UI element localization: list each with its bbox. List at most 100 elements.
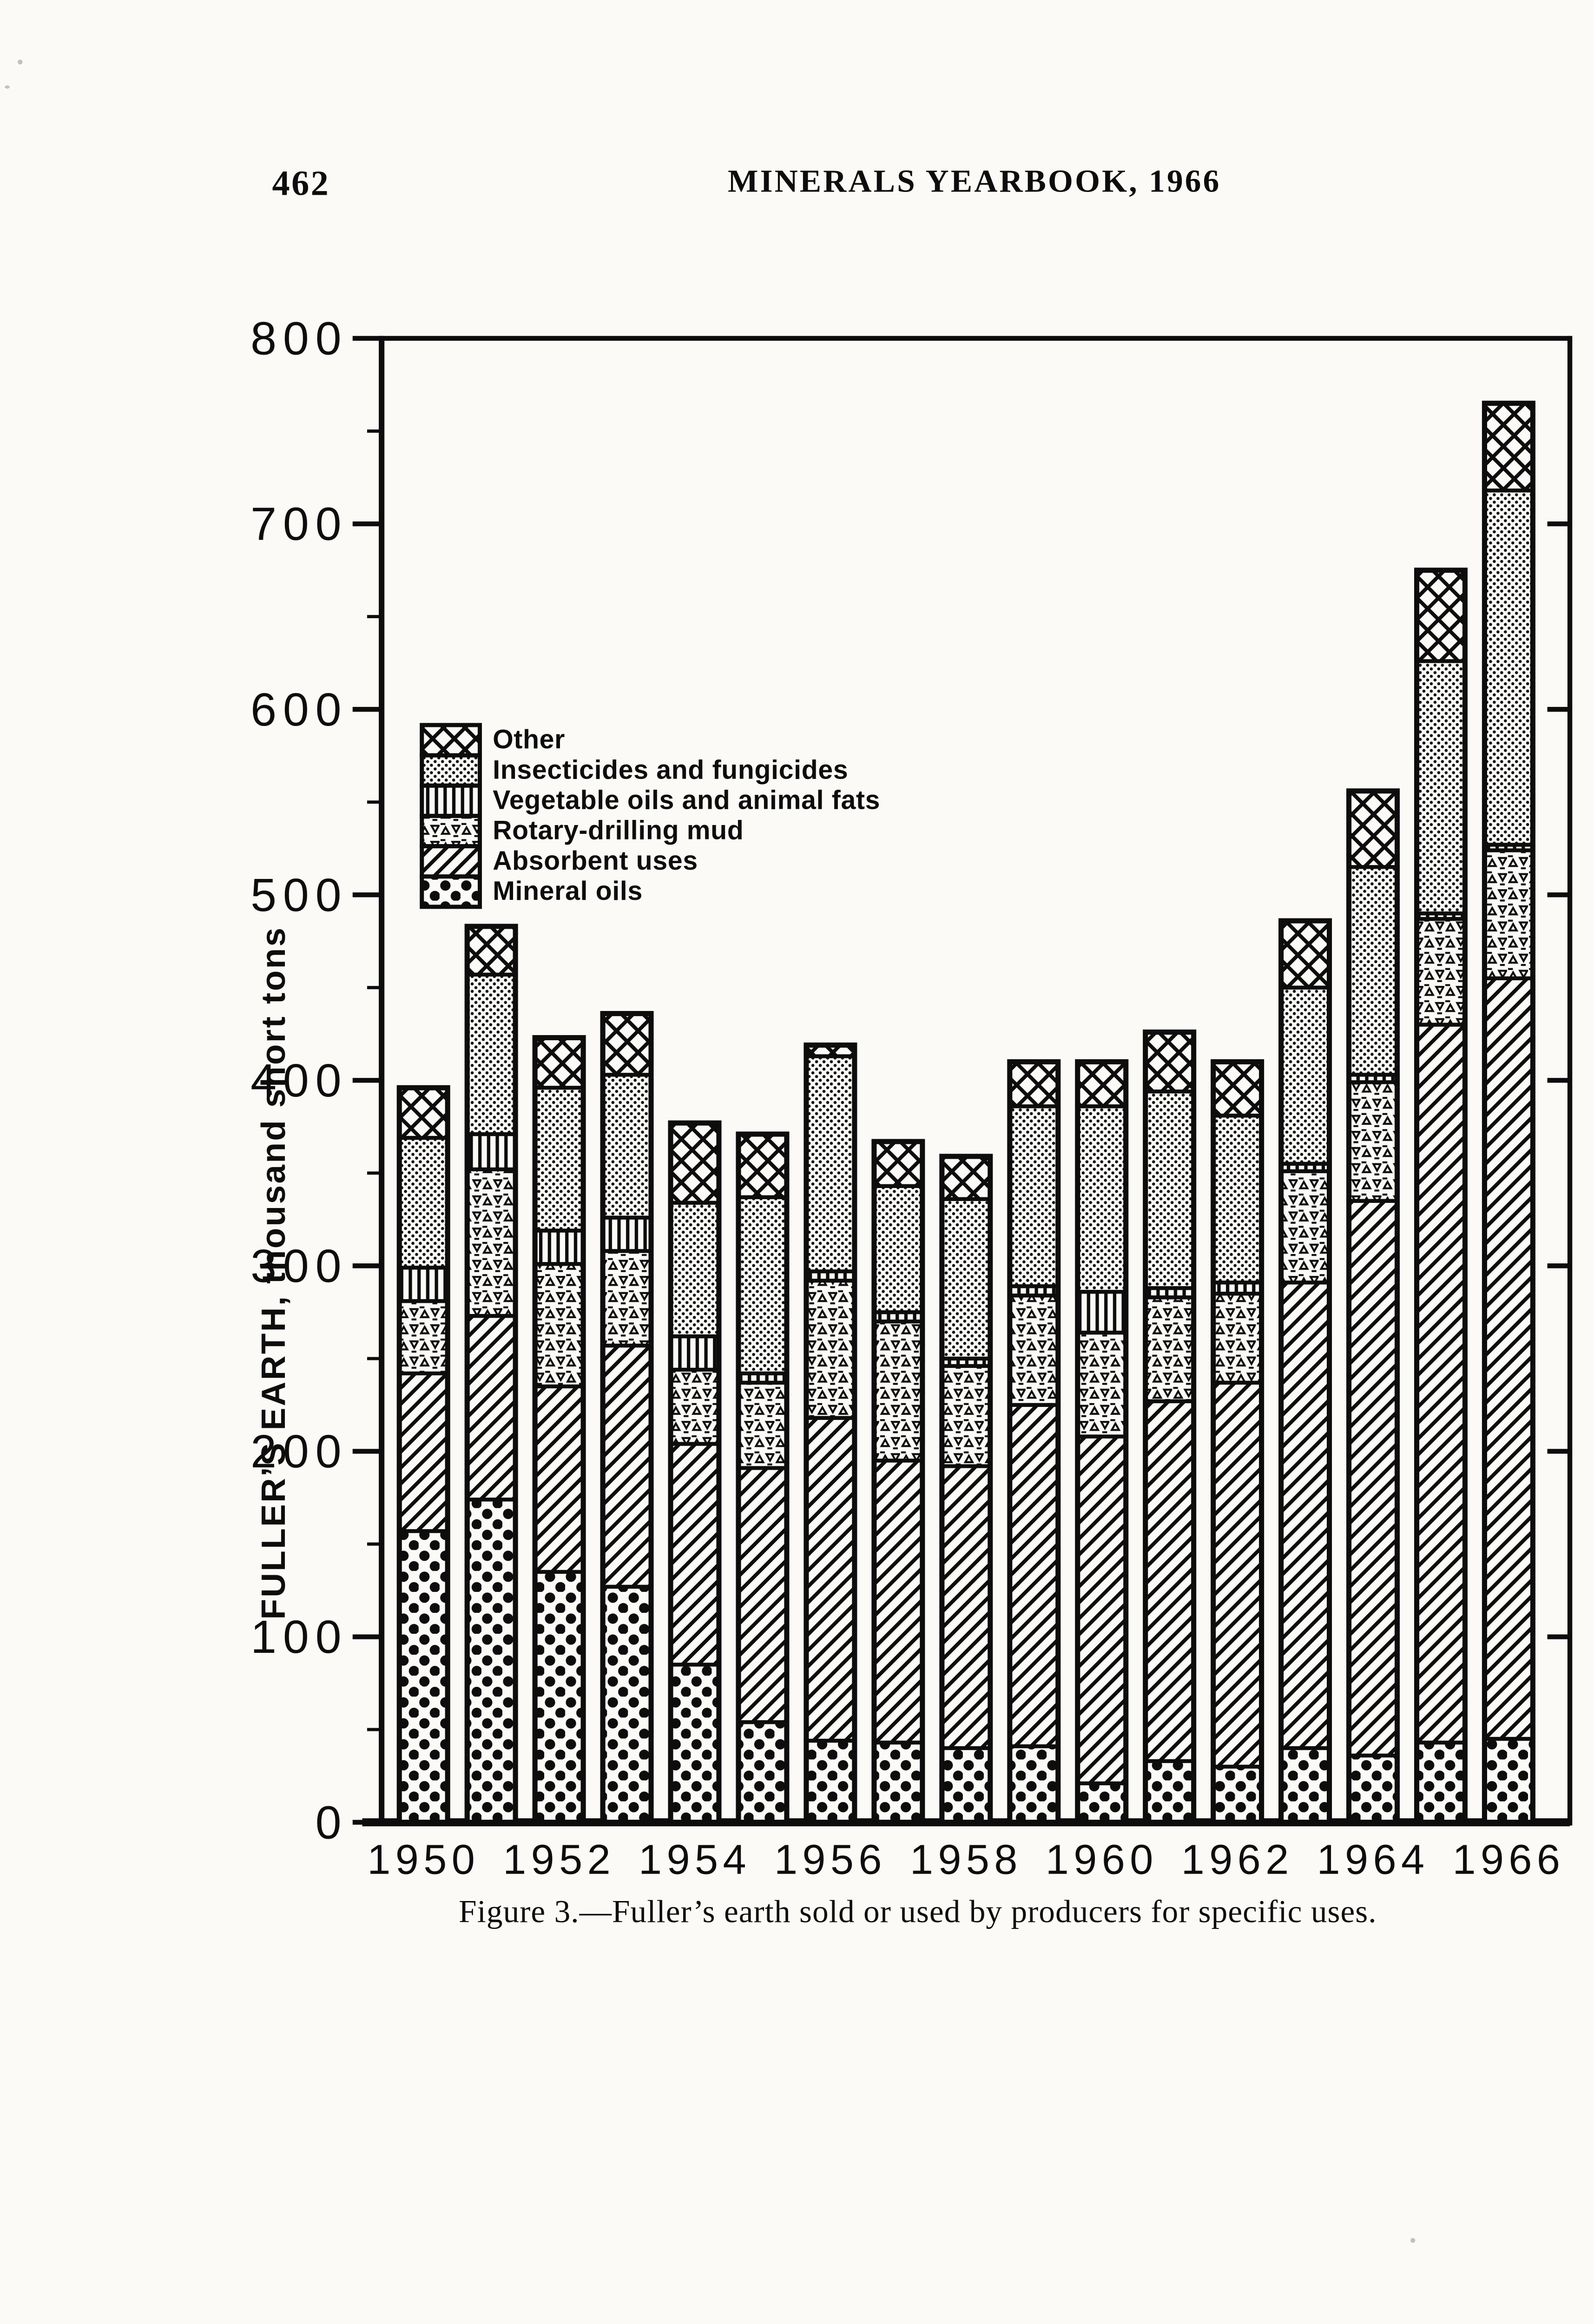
bar-1952-insecticides-and-fungicides: [533, 1086, 586, 1233]
bar-1958-other: [940, 1154, 992, 1201]
bar-1958-mineral-oils: [940, 1746, 992, 1824]
y-tick-label: 400: [250, 1055, 348, 1107]
x-tick-label: 1950: [367, 1836, 480, 1883]
figure-caption: Figure 3.—Fuller’s earth sold or used by…: [459, 1895, 1377, 1930]
bar-1955-absorbent-uses: [736, 1466, 789, 1724]
bar-1964-mineral-oils: [1347, 1753, 1399, 1824]
bar-1960-other: [1075, 1060, 1128, 1109]
bar-1957-outline: [871, 1139, 925, 1825]
bar-1950-outline: [396, 1085, 450, 1825]
bar-1951-vegetable-oils-and-animal-fats: [465, 1132, 518, 1172]
bar-1950-vegetable-oils-and-animal-fats: [397, 1266, 450, 1303]
legend-label-other: Other: [493, 725, 565, 754]
bar-1960-outline: [1075, 1059, 1129, 1825]
bar-1965-outline: [1414, 568, 1468, 1825]
bar-1966-insecticides-and-fungicides: [1482, 489, 1535, 847]
legend-swatch-other: [420, 723, 482, 758]
x-tick-label: 1952: [503, 1836, 615, 1883]
y-tick-label: 700: [250, 498, 348, 550]
legend-swatch-absorbent-uses: [420, 844, 482, 879]
bar-1961-absorbent-uses: [1143, 1399, 1196, 1763]
bar-1959-insecticides-and-fungicides: [1008, 1104, 1060, 1288]
bar-1964-insecticides-and-fungicides: [1347, 865, 1399, 1077]
bar-1958-insecticides-and-fungicides: [940, 1197, 992, 1361]
bar-1965-other: [1415, 568, 1467, 663]
bar-1959-other: [1008, 1060, 1060, 1109]
bar-1959-outline: [1007, 1059, 1061, 1825]
bar-1957-rotary-drilling-mud: [872, 1319, 924, 1463]
bar-1957-absorbent-uses: [872, 1459, 924, 1745]
bar-1955-rotary-drilling-mud: [736, 1380, 789, 1470]
bar-1960-vegetable-oils-and-animal-fats: [1075, 1290, 1128, 1335]
bar-1953-other: [600, 1011, 653, 1077]
bar-1953-insecticides-and-fungicides: [600, 1073, 653, 1220]
x-tick-label: 1960: [1046, 1836, 1158, 1883]
bar-1954-outline: [668, 1120, 722, 1825]
bar-1954-vegetable-oils-and-animal-fats: [668, 1334, 721, 1372]
bar-1952-absorbent-uses: [533, 1384, 586, 1574]
bar-1958-absorbent-uses: [940, 1464, 992, 1750]
y-tick-label: 200: [250, 1426, 348, 1478]
bar-1960-rotary-drilling-mud: [1075, 1330, 1128, 1439]
bar-1957-mineral-oils: [872, 1740, 924, 1824]
bar-1965-absorbent-uses: [1415, 1023, 1467, 1745]
bar-1950-insecticides-and-fungicides: [397, 1136, 450, 1270]
x-tick-label: 1966: [1452, 1836, 1565, 1883]
bar-1950-absorbent-uses: [397, 1371, 450, 1533]
bar-1953-vegetable-oils-and-animal-fats: [600, 1215, 653, 1253]
bar-1966-mineral-oils: [1482, 1736, 1535, 1824]
legend-label-insecticides-and-fungicides: Insecticides and fungicides: [493, 755, 848, 785]
legend-label-mineral-oils: Mineral oils: [493, 876, 643, 906]
bar-1962-rotary-drilling-mud: [1211, 1292, 1264, 1385]
bar-1961-rotary-drilling-mud: [1143, 1295, 1196, 1403]
bar-1965-rotary-drilling-mud: [1415, 917, 1467, 1027]
bar-1955-outline: [736, 1131, 790, 1825]
bar-1963-rotary-drilling-mud: [1279, 1169, 1331, 1285]
bar-1964-absorbent-uses: [1347, 1199, 1399, 1758]
y-tick-label: 100: [250, 1611, 348, 1663]
bar-1960-mineral-oils: [1075, 1781, 1128, 1824]
bar-1952-vegetable-oils-and-animal-fats: [533, 1228, 586, 1266]
bar-1965-insecticides-and-fungicides: [1415, 659, 1467, 916]
x-tick-label: 1964: [1317, 1836, 1429, 1883]
bar-1959-rotary-drilling-mud: [1008, 1294, 1060, 1407]
bar-1962-absorbent-uses: [1211, 1380, 1264, 1769]
bar-1962-insecticides-and-fungicides: [1211, 1113, 1264, 1285]
bar-1951-other: [465, 924, 518, 977]
bar-1966-absorbent-uses: [1482, 976, 1535, 1741]
bar-1957-insecticides-and-fungicides: [872, 1184, 924, 1314]
y-tick-label: 600: [250, 684, 348, 736]
bar-1950-mineral-oils: [397, 1529, 450, 1824]
bar-1952-rotary-drilling-mud: [533, 1262, 586, 1388]
bar-1963-insecticides-and-fungicides: [1279, 985, 1331, 1166]
bar-1962-mineral-oils: [1211, 1764, 1264, 1824]
bar-1956-mineral-oils: [804, 1738, 857, 1824]
bar-1956-outline: [804, 1042, 857, 1825]
scan-speck: [5, 85, 10, 89]
x-tick-label: 1962: [1181, 1836, 1294, 1883]
legend-swatch-insecticides-and-fungicides: [420, 753, 482, 788]
bar-1961-outline: [1143, 1029, 1197, 1825]
bar-1964-other: [1347, 789, 1399, 869]
bar-1955-mineral-oils: [736, 1720, 789, 1824]
scan-speck: [18, 59, 23, 65]
scan-speck: [1410, 2238, 1416, 2243]
bar-1954-other: [668, 1121, 721, 1205]
bar-1952-mineral-oils: [533, 1570, 586, 1824]
legend-swatch-rotary-drilling-mud: [420, 813, 482, 849]
bar-1953-absorbent-uses: [600, 1343, 653, 1589]
bar-1961-mineral-oils: [1143, 1759, 1196, 1824]
bar-1959-mineral-oils: [1008, 1744, 1060, 1824]
legend-swatch-vegetable-oils-and-animal-fats: [420, 783, 482, 818]
bar-1961-insecticides-and-fungicides: [1143, 1089, 1196, 1290]
bar-1956-rotary-drilling-mud: [804, 1279, 857, 1420]
bar-1959-absorbent-uses: [1008, 1403, 1060, 1749]
y-tick-label: 0: [316, 1796, 348, 1849]
y-tick-label: 800: [250, 313, 348, 365]
bar-1966-other: [1482, 401, 1535, 493]
bar-1950-rotary-drilling-mud: [397, 1299, 450, 1375]
bar-1960-insecticides-and-fungicides: [1075, 1104, 1128, 1294]
bar-1955-other: [736, 1132, 789, 1199]
bar-1963-mineral-oils: [1279, 1746, 1331, 1824]
